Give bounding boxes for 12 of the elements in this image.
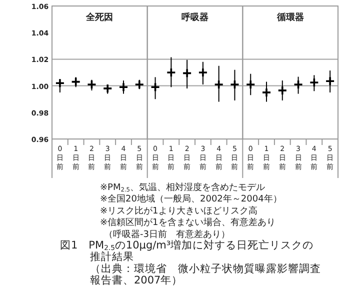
text: ※全国20地域（一般局、2002年～2004年）: [100, 194, 282, 205]
text: 循環器: [276, 12, 304, 23]
text: ※リスク比が1より大きいほどリスク高: [100, 205, 258, 216]
text: 報告書、2007年）: [90, 274, 183, 287]
text: ※PM$_{2.5}$、気温、相対湿度を含めたモデル: [100, 182, 266, 194]
text: （呼吸器-3日前 有意差あり）: [104, 228, 230, 240]
text: 推計結果: [90, 250, 134, 264]
text: 呼吸器: [182, 12, 208, 23]
caption: 図1 PM$_{2.5}$の10μg/m³増加に対する日死亡リスクの: [60, 238, 314, 252]
text: 全死因: [85, 12, 114, 23]
text: ※信頼区間が1を含まない場合、有意差あり: [100, 217, 276, 228]
text: （出典：環境省 微小粒子状物質曝露影響調査: [90, 262, 321, 275]
